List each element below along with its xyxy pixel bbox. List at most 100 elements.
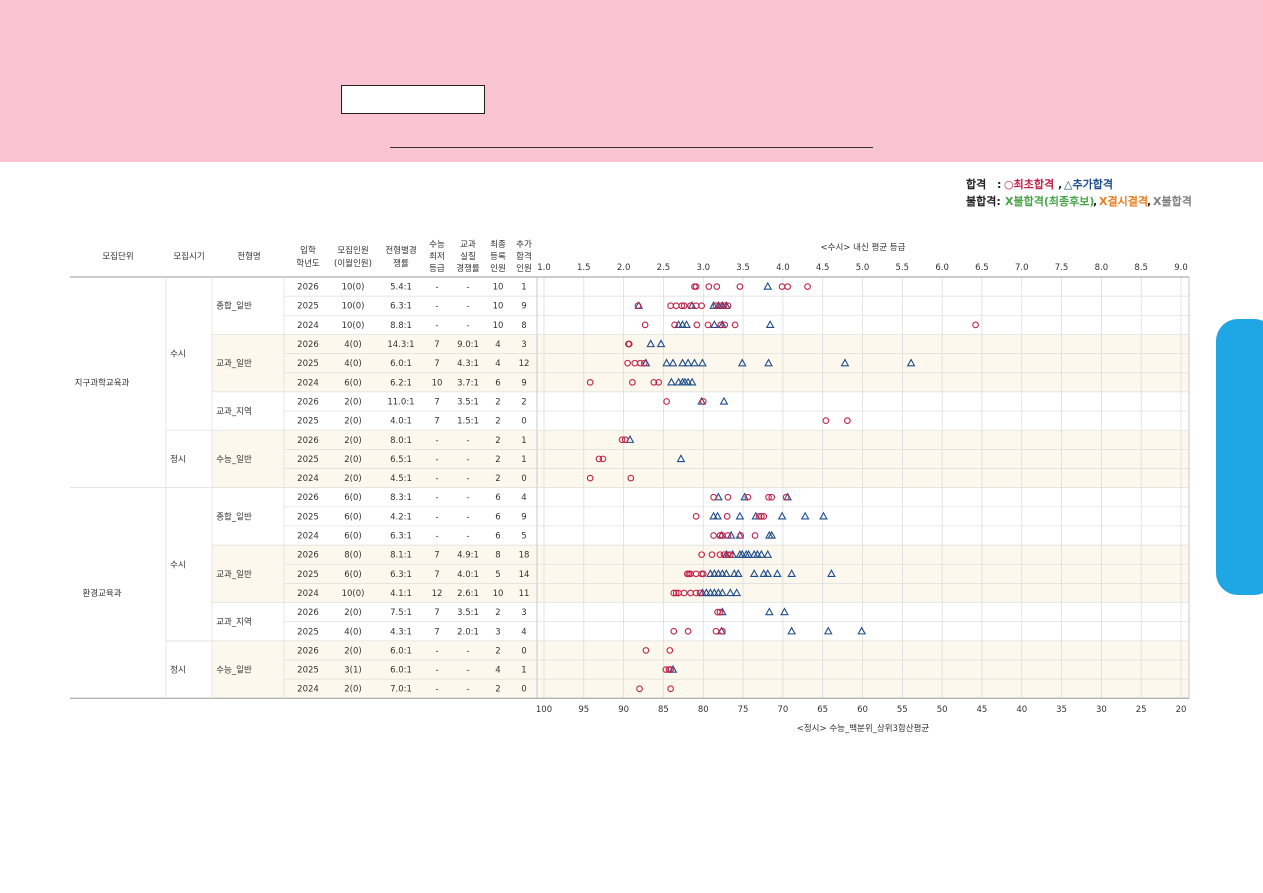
header-reg-2: 등록: [490, 252, 506, 262]
cell-extra: 3: [521, 608, 526, 618]
top-tick-label: 7.0: [1015, 263, 1029, 273]
row-shade: [212, 660, 1189, 680]
header-year-1: 입학: [300, 245, 316, 256]
cell-reg: 2: [495, 646, 500, 656]
cell-extra: 9: [521, 302, 526, 312]
first-pass-mark: [736, 283, 744, 290]
cell-extra: 4: [521, 493, 526, 503]
cell-reg: 10: [493, 321, 504, 331]
extra-pass-mark: [710, 320, 719, 329]
cell-csat: 7: [434, 340, 439, 350]
first-pass-mark: [714, 608, 721, 616]
cell-comp: 6.0:1: [390, 666, 412, 676]
cell-csat: 7: [434, 608, 439, 618]
bottom-tick-label: 75: [738, 705, 749, 715]
cell-csat: -: [435, 321, 438, 331]
first-pass-mark: [642, 647, 650, 654]
cell-quota: 2(0): [344, 646, 361, 656]
extra-pass-mark: [767, 530, 777, 539]
first-pass-mark: [704, 321, 712, 329]
cell-comp: 8.0:1: [390, 436, 412, 446]
top-tick-label: 9.0: [1174, 263, 1188, 273]
extra-pass-mark: [819, 511, 828, 520]
cell-extra: 3: [521, 340, 526, 350]
first-pass-mark: [698, 302, 706, 310]
top-tick-label: 8.5: [1134, 263, 1148, 273]
cell-comp: 6.3:1: [390, 532, 412, 542]
cell-extra: 0: [521, 685, 526, 695]
type-label: 수능_일반: [216, 454, 252, 465]
bottom-tick-label: 50: [937, 705, 948, 715]
side-tab[interactable]: [1216, 319, 1263, 595]
first-pass-mark: [692, 513, 700, 520]
cell-quota: 6(0): [344, 378, 361, 388]
first-pass-mark: [693, 321, 701, 329]
cell-extra: 1: [521, 455, 526, 465]
legend-fail-comma2: ,: [1147, 195, 1151, 208]
extra-pass-mark: [764, 358, 773, 367]
first-pass-mark: [625, 340, 633, 348]
first-pass-mark: [672, 302, 680, 310]
period-label: 수시: [170, 560, 186, 570]
cell-year: 2026: [297, 436, 319, 446]
cell-sub: -: [466, 512, 469, 522]
cell-year: 2026: [297, 397, 319, 407]
extra-pass-mark: [683, 358, 693, 367]
first-pass-mark: [670, 627, 678, 635]
cell-comp: 7.5:1: [390, 608, 412, 618]
first-pass-mark: [586, 474, 594, 482]
first-pass-mark: [784, 283, 792, 290]
row-shade: [212, 545, 1189, 565]
extra-pass-mark: [763, 569, 773, 577]
cell-quota: 3(1): [344, 666, 361, 676]
top-banner: [0, 0, 1263, 162]
cell-year: 2024: [297, 378, 319, 388]
cell-extra: 4: [521, 627, 526, 637]
cell-quota: 6(0): [344, 532, 361, 542]
cell-reg: 10: [493, 302, 504, 312]
cell-extra: 12: [519, 359, 530, 369]
first-pass-mark: [765, 493, 772, 501]
first-pass-mark: [724, 532, 732, 539]
banner-underline: [390, 147, 873, 148]
cell-csat: 7: [434, 570, 439, 580]
bottom-tick-label: 60: [857, 705, 868, 715]
header-extra-1: 추가: [516, 240, 532, 250]
extra-pass-mark: [722, 569, 731, 577]
first-pass-mark: [692, 589, 700, 597]
cell-year: 2025: [297, 359, 319, 369]
extra-pass-mark: [840, 358, 850, 367]
bottom-tick-label: 85: [658, 705, 669, 715]
first-pass-mark: [713, 283, 721, 290]
cell-comp: 14.3:1: [387, 340, 414, 350]
legend-fail-final: X불합격(최종후보): [1005, 194, 1094, 208]
cell-sub: -: [466, 666, 469, 676]
cell-csat: -: [435, 302, 438, 312]
extra-pass-mark: [777, 511, 787, 520]
first-pass-mark: [804, 283, 811, 290]
header-reg-1: 최종: [490, 239, 506, 250]
first-pass-mark: [760, 513, 768, 520]
first-pass-mark: [716, 532, 724, 539]
first-pass-mark: [621, 436, 629, 444]
top-axis-label: <수시> 내신 평균 등급: [821, 242, 906, 253]
first-pass-mark: [662, 666, 670, 673]
cell-csat: 7: [434, 417, 439, 427]
cell-comp: 4.3:1: [390, 627, 412, 637]
bottom-tick-label: 55: [897, 705, 908, 715]
cell-year: 2024: [297, 474, 319, 484]
cell-quota: 10(0): [342, 283, 365, 293]
cell-reg: 6: [495, 378, 500, 388]
extra-pass-mark: [780, 607, 789, 616]
first-pass-mark: [744, 493, 752, 501]
first-pass-mark: [680, 302, 688, 310]
header-unit: 모집단위: [102, 251, 133, 262]
first-pass-mark: [720, 302, 728, 310]
first-pass-mark: [629, 378, 636, 386]
first-pass-mark: [667, 302, 674, 310]
top-tick-label: 2.0: [617, 263, 631, 273]
first-pass-mark: [716, 551, 724, 559]
cell-comp: 7.0:1: [390, 685, 412, 695]
legend-pass-sep: :: [997, 178, 1001, 191]
first-pass-mark: [667, 666, 674, 673]
